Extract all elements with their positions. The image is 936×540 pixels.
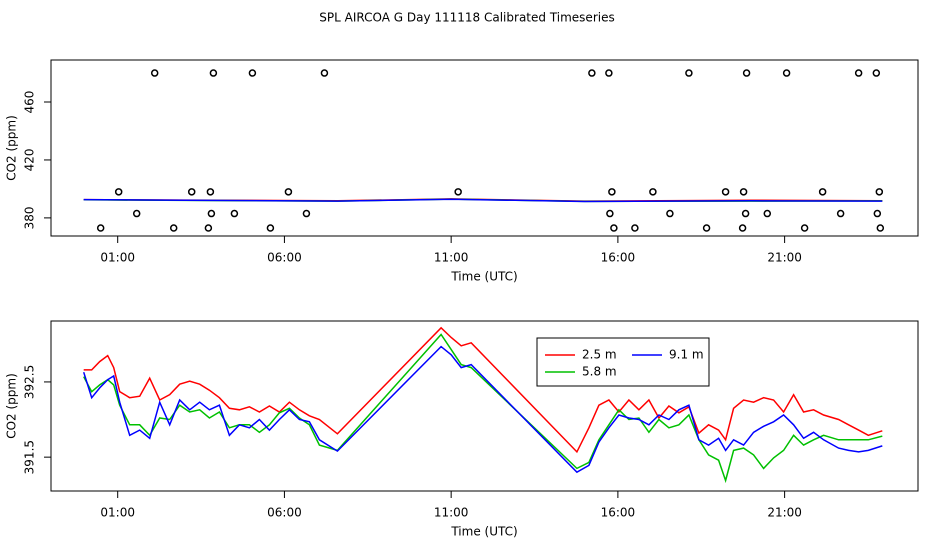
point bbox=[302, 209, 311, 218]
y-axis-label: CO2 (ppm) bbox=[5, 115, 19, 181]
y-axis-label: CO2 (ppm) bbox=[5, 373, 19, 439]
point bbox=[800, 224, 809, 232]
legend-label: 2.5 m bbox=[582, 348, 617, 362]
point bbox=[606, 209, 614, 218]
y-tick-label: 380 bbox=[23, 206, 37, 229]
y-tick-label: 460 bbox=[23, 91, 37, 114]
point bbox=[818, 188, 827, 196]
point bbox=[132, 209, 141, 218]
point bbox=[763, 209, 772, 218]
point bbox=[739, 188, 748, 196]
point bbox=[649, 188, 657, 196]
point bbox=[608, 188, 616, 196]
point bbox=[150, 69, 159, 77]
x-tick-label: 21:00 bbox=[767, 251, 802, 265]
point bbox=[204, 224, 213, 232]
plot-frame bbox=[50, 320, 919, 492]
x-tick-label: 16:00 bbox=[601, 506, 636, 520]
point bbox=[114, 188, 123, 196]
point bbox=[854, 69, 863, 77]
point bbox=[742, 69, 751, 77]
series-line bbox=[83, 326, 883, 454]
point bbox=[685, 69, 693, 77]
point bbox=[876, 224, 885, 232]
x-tick-label: 01:00 bbox=[100, 251, 135, 265]
y-tick-label: 391.5 bbox=[23, 440, 37, 474]
point bbox=[738, 224, 747, 232]
point bbox=[209, 69, 218, 77]
series-line bbox=[82, 345, 883, 474]
point bbox=[873, 209, 882, 218]
series-line bbox=[83, 333, 883, 484]
x-tick-label: 06:00 bbox=[267, 251, 302, 265]
point bbox=[782, 69, 791, 77]
point bbox=[320, 69, 329, 77]
point bbox=[266, 224, 275, 232]
point bbox=[230, 209, 239, 218]
chart-title: SPL AIRCOA G Day 111118 Calibrated Times… bbox=[319, 11, 614, 25]
point bbox=[875, 188, 884, 196]
point bbox=[631, 224, 639, 232]
series-line bbox=[83, 198, 883, 203]
x-tick-label: 16:00 bbox=[601, 251, 636, 265]
x-tick-label: 11:00 bbox=[434, 506, 469, 520]
x-axis-label: Time (UTC) bbox=[450, 525, 517, 539]
point bbox=[836, 209, 845, 218]
x-tick-label: 06:00 bbox=[267, 506, 302, 520]
point bbox=[454, 188, 462, 196]
plot-frame bbox=[50, 59, 919, 237]
x-tick-label: 11:00 bbox=[434, 251, 469, 265]
point bbox=[248, 69, 257, 77]
legend-label: 9.1 m bbox=[669, 348, 704, 362]
point bbox=[721, 188, 730, 196]
point bbox=[169, 224, 178, 232]
x-tick-label: 21:00 bbox=[767, 506, 802, 520]
y-tick-label: 420 bbox=[23, 148, 37, 171]
point bbox=[872, 69, 881, 77]
legend-box bbox=[536, 337, 710, 387]
point bbox=[207, 209, 216, 218]
point bbox=[610, 224, 618, 232]
point bbox=[284, 188, 293, 196]
point bbox=[741, 209, 750, 218]
point bbox=[588, 69, 596, 77]
point bbox=[206, 188, 215, 196]
point bbox=[702, 224, 711, 232]
legend-label: 5.8 m bbox=[582, 365, 617, 379]
point bbox=[187, 188, 196, 196]
point bbox=[666, 209, 674, 218]
point bbox=[605, 69, 613, 77]
x-tick-label: 01:00 bbox=[100, 506, 135, 520]
point bbox=[96, 224, 105, 232]
y-tick-label: 392.5 bbox=[23, 365, 37, 399]
x-axis-label: Time (UTC) bbox=[450, 270, 517, 284]
